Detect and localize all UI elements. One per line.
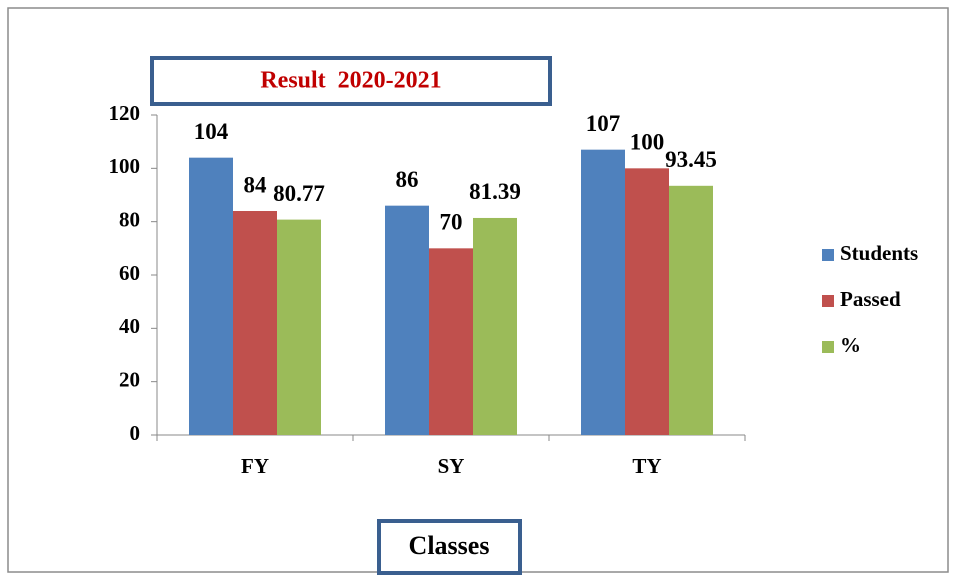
- x-label-box: [377, 519, 522, 575]
- bar: [625, 168, 669, 436]
- x-axis-label: Classes: [409, 531, 490, 560]
- y-tick-label: 40: [119, 314, 140, 338]
- legend-swatch: [822, 341, 834, 353]
- data-label: 80.77: [273, 181, 325, 206]
- title-box: [150, 56, 552, 106]
- bar: [277, 219, 321, 435]
- bar: [189, 157, 233, 435]
- data-label: 86: [396, 167, 419, 192]
- bar: [669, 185, 713, 435]
- data-label: 70: [440, 210, 463, 235]
- bar: [385, 205, 429, 435]
- data-label: 100: [630, 130, 665, 155]
- y-tick-label: 60: [119, 261, 140, 285]
- data-label: 93.45: [665, 147, 717, 172]
- y-tick-label: 120: [109, 101, 141, 125]
- x-tick-label: TY: [632, 454, 661, 478]
- data-label: 81.39: [469, 179, 521, 204]
- y-tick-label: 80: [119, 207, 140, 231]
- data-label: 84: [244, 172, 268, 197]
- data-label: 107: [586, 111, 621, 136]
- bar: [473, 217, 517, 435]
- y-tick-label: 20: [119, 367, 140, 391]
- chart-title: Result 2020-2021: [260, 68, 441, 94]
- x-tick-label: FY: [241, 454, 269, 478]
- bar: [233, 211, 277, 435]
- y-tick-label: 100: [109, 154, 141, 178]
- bar: [581, 149, 625, 435]
- y-tick-label: 0: [130, 421, 141, 445]
- legend-label: %: [840, 333, 861, 357]
- bar: [429, 248, 473, 435]
- data-label: 104: [194, 119, 229, 144]
- x-tick-label: SY: [438, 454, 465, 478]
- legend-label: Students: [840, 241, 918, 265]
- legend-swatch: [822, 249, 834, 261]
- legend-swatch: [822, 295, 834, 307]
- legend-label: Passed: [840, 287, 901, 311]
